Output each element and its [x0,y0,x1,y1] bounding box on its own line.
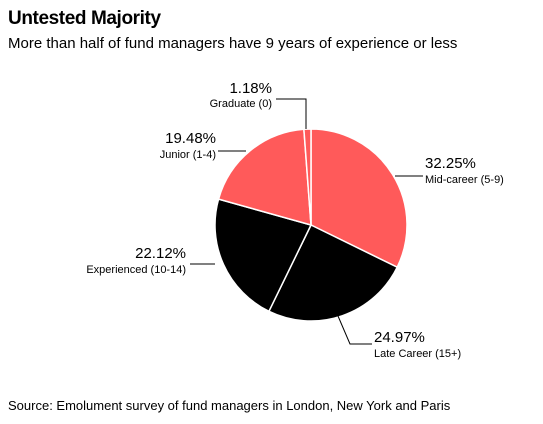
chart-subtitle: More than half of fund managers have 9 y… [8,35,458,52]
pie-slice-late-career-15 [267,223,399,322]
chart-title: Untested Majority [8,8,161,29]
slice-category-label: Junior (1-4) [160,149,216,161]
pie-labels: 32.25% Mid-career (5-9) 24.97% Late Career … [86,80,504,360]
slice-category-label: Graduate (0) [210,98,272,110]
leader-line [337,315,372,345]
leader-line [276,98,307,129]
slice-category-label: Mid-career (5-9) [425,174,504,186]
slice-value-label: 24.97% [374,329,425,346]
slice-value-label: 19.48% [165,130,216,147]
slice-value-label: 22.12% [135,245,186,262]
slice-category-label: Late Career (15+) [374,348,461,360]
slice-category-label: Experienced (10-14) [86,264,186,276]
slice-value-label: 1.18% [229,80,272,97]
pie-slice-junior-1-4 [217,128,312,227]
pie-slices [214,128,408,322]
pie-slice-mid-career-5-9 [310,128,408,269]
slice-value-label: 32.25% [425,155,476,172]
chart-source: Source: Emolument survey of fund manager… [8,398,451,413]
pie-slice-graduate-0 [303,128,312,226]
pie-slice-experienced-10-14 [214,198,313,313]
